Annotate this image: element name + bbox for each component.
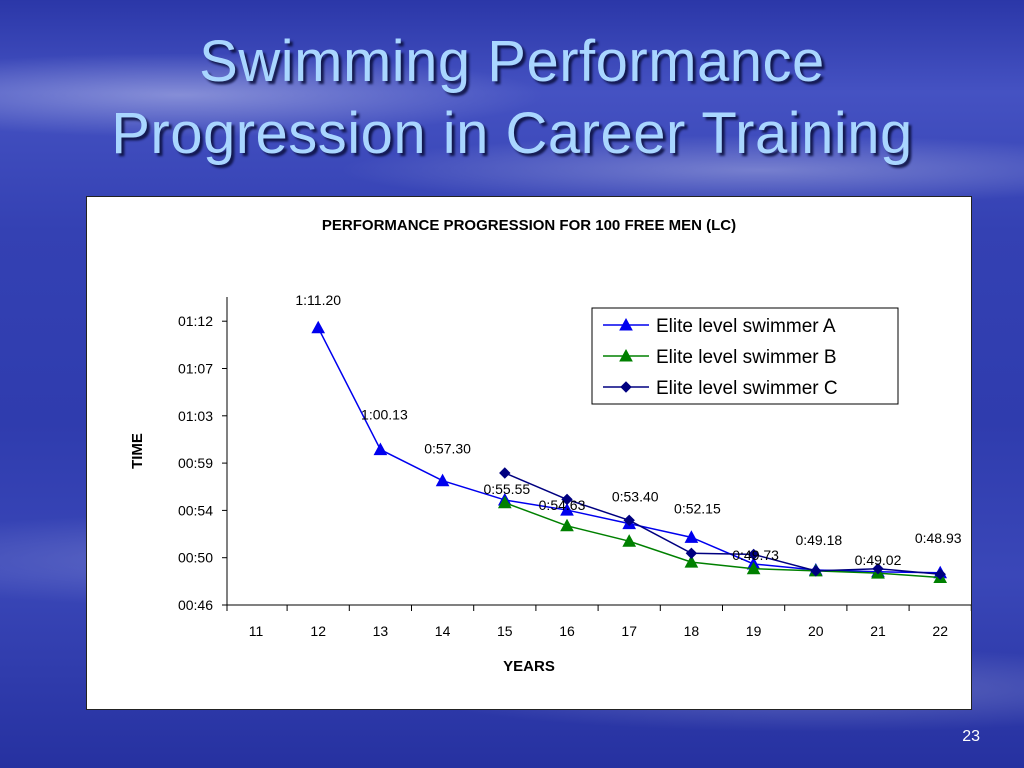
performance-chart: PERFORMANCE PROGRESSION FOR 100 FREE MEN… [129,217,971,675]
data-label: 0:55.55 [483,481,530,497]
data-label: 0:54.63 [539,497,586,513]
slide-title: Swimming Performance Progression in Care… [0,26,1024,170]
x-axis-title: YEARS [503,658,555,675]
data-label: 0:49.02 [855,552,902,568]
chart-title: PERFORMANCE PROGRESSION FOR 100 FREE MEN… [322,217,736,234]
data-label: 0:49.18 [795,532,842,548]
series-2-point [622,534,637,547]
x-tick-label: 18 [684,623,700,639]
x-tick-label: 20 [808,623,824,639]
series-line-3 [504,472,941,575]
x-tick-label: 17 [621,623,637,639]
x-tick-label: 19 [746,623,762,639]
x-tick-label: 11 [249,623,264,639]
series-3-point [685,547,698,560]
series-2-point [746,561,761,575]
data-label: 0:53.40 [612,489,659,505]
series-1-point [684,530,699,543]
series-3-point [747,548,760,561]
y-tick-label: 01:12 [178,313,213,329]
slide-title-line-2: Progression in Career Training [111,101,913,166]
data-label: 0:57.30 [424,441,471,457]
legend-label-3: Elite level swimmer C [656,378,838,399]
series-1-point [435,473,450,487]
series-3-point [499,467,511,479]
series-1-point [560,503,574,516]
x-tick-label: 16 [559,623,575,639]
series-1-point [311,320,326,334]
series-3-point [872,562,884,575]
legend-marker-1 [619,317,633,331]
series-1-point [373,442,388,456]
chart-frame: PERFORMANCE PROGRESSION FOR 100 FREE MEN… [86,196,972,710]
data-label: 1:00.13 [361,407,408,423]
series-line-2 [504,501,941,579]
y-tick-label: 00:59 [178,455,213,471]
legend-marker-2 [619,348,633,362]
slide-title-line-1: Swimming Performance [199,29,825,94]
y-tick-label: 00:50 [178,550,213,566]
series-3-point [810,565,822,577]
x-tick-label: 22 [932,623,948,639]
series-2-point [560,518,574,532]
y-tick-label: 01:03 [178,408,213,424]
x-tick-label: 15 [497,623,513,639]
x-tick-label: 14 [435,623,451,639]
page-number: 23 [962,728,980,745]
series-2-point [684,555,699,568]
series-3-point [934,568,946,580]
data-label: 1:11.20 [295,292,341,308]
series-3-point [561,493,573,506]
data-label: 0:48.93 [915,530,962,546]
legend-label-2: Elite level swimmer B [656,347,837,368]
y-axis-title: TIME [129,433,146,469]
legend-label-1: Elite level swimmer A [656,316,836,337]
x-tick-label: 13 [373,623,389,639]
y-tick-label: 00:54 [178,502,213,518]
data-label: 0:49.73 [732,547,779,563]
data-label: 0:52.15 [674,500,721,516]
series-2-point [497,495,512,509]
y-tick-label: 01:07 [178,361,213,377]
y-tick-label: 00:46 [178,597,213,613]
x-tick-label: 21 [870,623,886,639]
legend-marker-3 [620,381,632,393]
x-tick-label: 12 [310,623,326,639]
series-3-point [623,514,635,527]
